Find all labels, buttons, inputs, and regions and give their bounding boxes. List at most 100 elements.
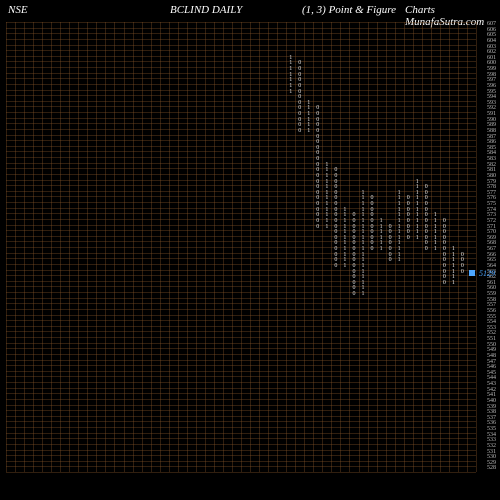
symbol-label: BCLIND DAILY — [170, 4, 242, 16]
grid-h — [6, 371, 476, 372]
grid-h — [6, 174, 476, 175]
grid-h — [6, 264, 476, 265]
pnf-x-cell: 1 — [286, 90, 295, 96]
pnf-x-cell: 1 — [359, 292, 368, 298]
pnf-o-cell: 0 — [368, 247, 377, 253]
grid-h — [6, 348, 476, 349]
grid-h — [6, 354, 476, 355]
grid-h — [6, 101, 476, 102]
pnf-x-cell: 1 — [304, 129, 313, 135]
pnf-x-cell: 1 — [395, 258, 404, 264]
grid-h — [6, 320, 476, 321]
grid-h — [6, 241, 476, 242]
grid-h — [6, 258, 476, 259]
pnf-o-cell: 0 — [458, 270, 467, 276]
grid-h — [6, 22, 476, 23]
grid-h — [6, 365, 476, 366]
grid-h — [6, 343, 476, 344]
grid-h — [6, 106, 476, 107]
chart-container: NSE BCLIND DAILY (1, 3) Point & Figure C… — [0, 0, 500, 500]
pnf-o-cell: 0 — [313, 225, 322, 231]
grid-h — [6, 61, 476, 62]
grid-h — [6, 405, 476, 406]
grid-h — [6, 275, 476, 276]
grid-h — [6, 303, 476, 304]
grid-h — [6, 444, 476, 445]
grid-h — [6, 90, 476, 91]
grid-h — [6, 388, 476, 389]
grid-h — [6, 292, 476, 293]
grid-h — [6, 421, 476, 422]
grid-h — [6, 146, 476, 147]
grid-h — [6, 433, 476, 434]
grid-h — [6, 455, 476, 456]
current-price-label: 5129 — [479, 269, 495, 278]
grid-h — [6, 191, 476, 192]
grid-h — [6, 410, 476, 411]
grid-h — [6, 416, 476, 417]
grid-h — [6, 337, 476, 338]
current-price-marker — [469, 270, 475, 276]
exchange-label: NSE — [8, 4, 28, 16]
grid-h — [6, 39, 476, 40]
grid-h — [6, 376, 476, 377]
grid-h — [6, 168, 476, 169]
grid-h — [6, 50, 476, 51]
grid-h — [6, 253, 476, 254]
grid-h — [6, 123, 476, 124]
grid-h — [6, 135, 476, 136]
chart-type-label: (1, 3) Point & Figure — [302, 4, 396, 16]
y-axis: 6076066056046036026016005995985975965955… — [476, 22, 498, 472]
pnf-x-cell: 1 — [340, 264, 349, 270]
pnf-x-cell: 1 — [322, 225, 331, 231]
grid-h — [6, 382, 476, 383]
grid-h — [6, 118, 476, 119]
grid-h — [6, 427, 476, 428]
grid-h — [6, 331, 476, 332]
pnf-x-cell: 1 — [431, 247, 440, 253]
grid-h — [6, 78, 476, 79]
grid-h — [6, 163, 476, 164]
grid-h — [6, 393, 476, 394]
y-tick: 528 — [487, 465, 496, 471]
pnf-o-cell: 0 — [349, 292, 358, 298]
pnf-x-cell: 1 — [413, 236, 422, 242]
chart-grid-area: 1111111000000000000011111100000000000000… — [6, 22, 476, 472]
pnf-o-cell: 0 — [422, 247, 431, 253]
grid-h — [6, 95, 476, 96]
grid-h — [6, 180, 476, 181]
grid-h — [6, 185, 476, 186]
grid-h — [6, 360, 476, 361]
grid-h — [6, 33, 476, 34]
grid-h — [6, 298, 476, 299]
pnf-x-cell: 1 — [449, 281, 458, 287]
grid-h — [6, 247, 476, 248]
grid-h — [6, 129, 476, 130]
grid-h — [6, 56, 476, 57]
grid-h — [6, 461, 476, 462]
grid-h — [6, 309, 476, 310]
grid-h — [6, 281, 476, 282]
grid-h — [6, 45, 476, 46]
grid-h — [6, 157, 476, 158]
grid-h — [6, 286, 476, 287]
grid-h — [6, 450, 476, 451]
pnf-o-cell: 0 — [331, 264, 340, 270]
pnf-o-cell: 0 — [440, 281, 449, 287]
grid-h — [6, 67, 476, 68]
chart-header: NSE BCLIND DAILY (1, 3) Point & Figure C… — [0, 4, 500, 20]
pnf-o-cell: 0 — [404, 236, 413, 242]
grid-h — [6, 84, 476, 85]
grid-h — [6, 315, 476, 316]
grid-h — [6, 466, 476, 467]
pnf-o-cell: 0 — [295, 129, 304, 135]
grid-h — [6, 326, 476, 327]
grid-h — [6, 151, 476, 152]
grid-h — [6, 438, 476, 439]
grid-h — [6, 472, 476, 473]
grid-h — [6, 270, 476, 271]
grid-h — [6, 28, 476, 29]
grid-h — [6, 140, 476, 141]
pnf-x-cell: 1 — [377, 247, 386, 253]
grid-h — [6, 399, 476, 400]
